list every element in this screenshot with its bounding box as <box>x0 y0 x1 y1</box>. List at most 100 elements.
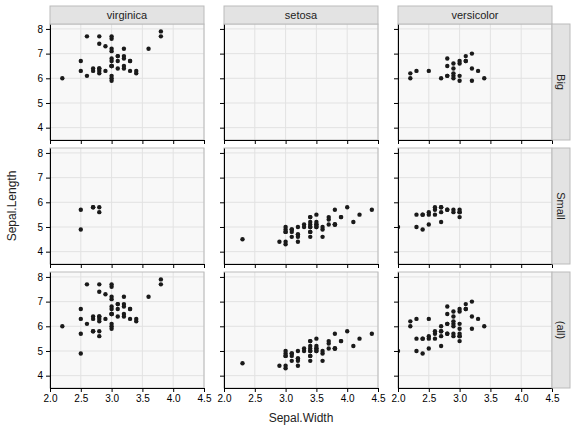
grid-line-y <box>224 301 378 302</box>
y-tick <box>220 178 224 179</box>
grid-line-y <box>224 28 378 29</box>
x-tick-mark <box>378 140 379 144</box>
y-tick <box>220 128 224 129</box>
column-strip-label: setosa <box>285 9 318 21</box>
grid-line-y <box>398 375 552 376</box>
grid-line-x <box>173 24 174 140</box>
point <box>240 361 244 365</box>
y-tick-mark <box>46 103 50 104</box>
point <box>308 235 312 239</box>
point <box>427 317 431 321</box>
grid <box>50 148 204 264</box>
y-tick-mark <box>46 78 50 79</box>
point <box>482 324 486 328</box>
y-tick-mark <box>220 227 224 228</box>
y-tick-mark <box>46 153 50 154</box>
x-tick <box>347 140 348 144</box>
y-tick-mark <box>394 103 398 104</box>
grid-line-y <box>398 152 552 153</box>
point <box>109 79 113 83</box>
x-tick <box>286 264 287 268</box>
x-tick-label: 3.5 <box>310 393 324 404</box>
point <box>420 336 424 340</box>
panel: 2.02.53.03.54.04.5Sepal.Width <box>218 272 386 425</box>
point <box>445 74 449 78</box>
y-tick-mark <box>46 252 50 253</box>
x-tick-label: 4.5 <box>198 393 212 404</box>
x-tick-mark <box>490 264 491 268</box>
x-tick-label: 4.0 <box>341 393 355 404</box>
y-tick: 8 <box>37 148 50 159</box>
point <box>116 302 120 306</box>
point <box>333 222 337 226</box>
y-tick: 4 <box>37 370 50 381</box>
point <box>308 339 312 343</box>
x-tick-mark <box>204 388 205 392</box>
point <box>333 346 337 350</box>
y-tick-mark <box>220 277 224 278</box>
point <box>427 346 431 350</box>
point <box>283 349 287 353</box>
x-tick-label: 3.0 <box>453 393 467 404</box>
point <box>290 359 294 363</box>
y-tick-label: 5 <box>37 222 43 233</box>
point <box>159 29 163 33</box>
y-tick-label: 7 <box>37 172 43 183</box>
grid-line-y <box>50 202 204 203</box>
point <box>339 339 343 343</box>
panel-frame <box>398 272 552 388</box>
grid-line-x <box>173 148 174 264</box>
point <box>91 205 95 209</box>
point <box>451 319 455 323</box>
point <box>308 354 312 358</box>
point <box>134 71 138 75</box>
points <box>408 51 486 83</box>
y-tick-mark <box>394 302 398 303</box>
y-tick <box>220 54 224 55</box>
grid-line-x <box>316 148 317 264</box>
grid-line-y <box>224 78 378 79</box>
x-tick-label: 2.5 <box>74 393 88 404</box>
grid-line-x <box>428 272 429 388</box>
x-tick-label: 3.5 <box>136 393 150 404</box>
x-tick-mark <box>521 264 522 268</box>
x-axis-title: Sepal.Width <box>269 411 334 425</box>
point <box>290 351 294 355</box>
x-tick-label: 2.0 <box>44 393 58 404</box>
points <box>240 205 374 246</box>
y-tick <box>394 252 398 253</box>
panel-frame <box>224 24 378 140</box>
grid-line-y <box>50 375 204 376</box>
column-strip <box>398 6 552 24</box>
point <box>420 351 424 355</box>
point <box>97 317 101 321</box>
y-tick <box>220 351 224 352</box>
y-tick: 5 <box>37 98 50 109</box>
point <box>333 332 337 336</box>
grid-line-y <box>224 350 378 351</box>
point <box>109 312 113 316</box>
point <box>414 212 418 216</box>
x-tick-mark <box>347 264 348 268</box>
point <box>457 327 461 331</box>
y-tick-mark <box>46 376 50 377</box>
point <box>445 322 449 326</box>
x-tick <box>316 264 317 268</box>
point <box>457 332 461 336</box>
x-tick <box>142 264 143 268</box>
point <box>159 34 163 38</box>
row-strip-label: Big <box>555 74 567 90</box>
point <box>476 317 480 321</box>
row-strip-label: Small <box>555 192 567 220</box>
x-tick <box>429 140 430 144</box>
y-tick-mark <box>394 277 398 278</box>
point <box>116 314 120 318</box>
point <box>464 59 468 63</box>
point <box>433 212 437 216</box>
grid-line-x <box>285 24 286 140</box>
x-tick-mark <box>347 140 348 144</box>
x-tick-mark <box>286 388 287 392</box>
grid-line-y <box>224 177 378 178</box>
grid <box>398 272 552 388</box>
grid-line-y <box>224 202 378 203</box>
